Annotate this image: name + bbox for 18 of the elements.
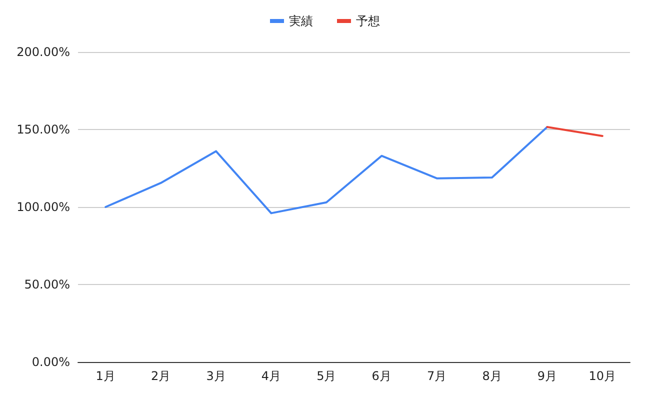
x-tick-label: 7月	[426, 369, 447, 383]
y-tick-label: 100.00%	[16, 200, 70, 214]
legend-label: 予想	[356, 14, 380, 28]
x-tick-label: 4月	[261, 369, 282, 383]
y-tick-label: 150.00%	[16, 122, 70, 136]
x-tick-label: 5月	[316, 369, 336, 383]
y-tick-label: 50.00%	[24, 278, 70, 292]
y-tick-label: 200.00%	[16, 45, 70, 59]
x-tick-label: 8月	[482, 369, 502, 383]
x-tick-label: 1月	[96, 369, 116, 383]
y-tick-label: 0.00%	[32, 355, 70, 369]
x-tick-label: 6月	[372, 369, 392, 383]
x-tick-label: 3月	[206, 369, 226, 383]
x-tick-label: 10月	[588, 369, 616, 383]
line-series	[104, 126, 548, 214]
x-tick-label: 2月	[150, 369, 171, 383]
x-tick-label: 9月	[537, 369, 558, 383]
legend-label: 実績	[289, 14, 313, 28]
